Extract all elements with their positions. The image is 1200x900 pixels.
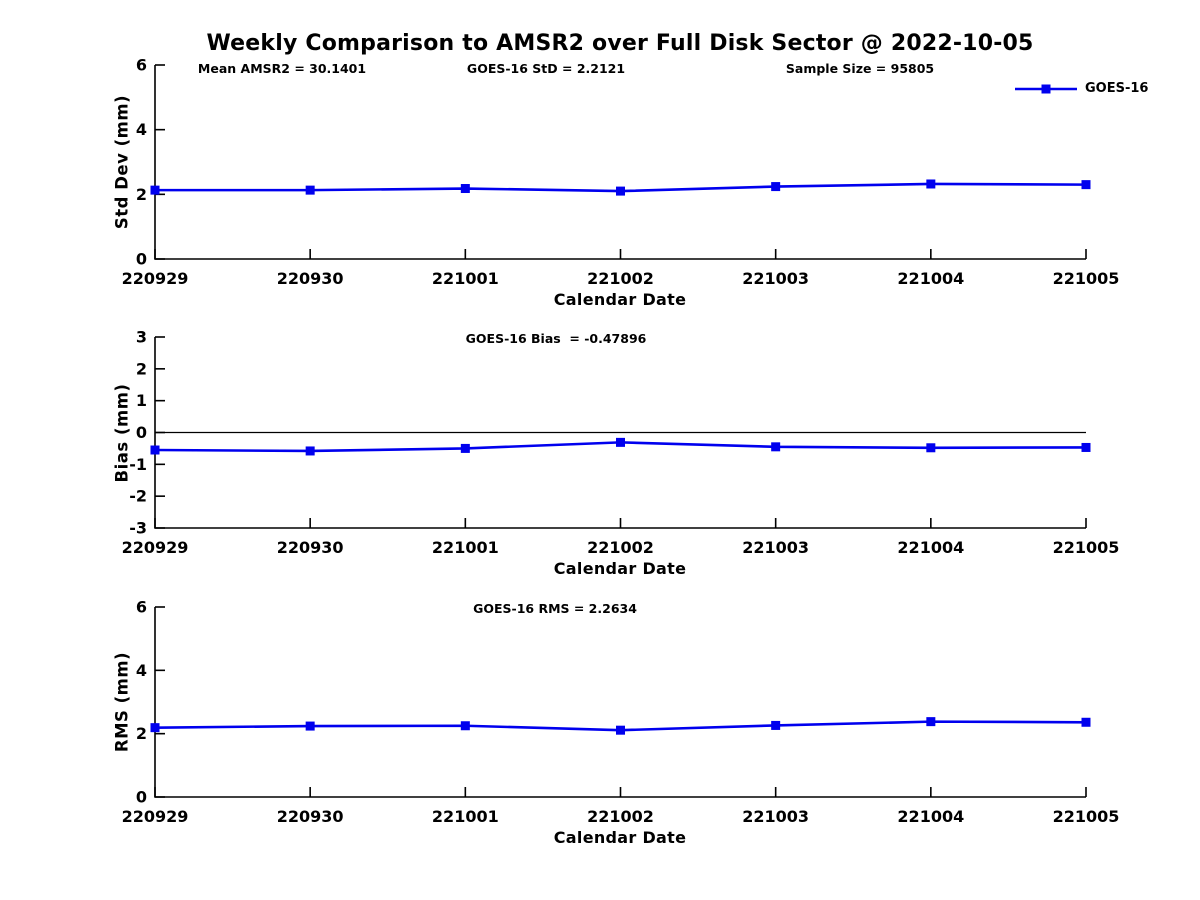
annotation-goes16-bias: GOES-16 Bias = -0.47896 [465,331,647,346]
data-point-marker [1081,717,1091,727]
x-tick-label: 220929 [122,269,189,288]
data-point-marker [926,179,936,189]
x-tick-label: 221001 [432,538,499,557]
data-point-marker [305,721,315,731]
y-tick-label: -1 [129,455,147,474]
y-tick-label: 3 [136,328,147,347]
axis-frame [154,65,1086,260]
data-point-marker [150,723,160,733]
y-tick-label: 6 [136,598,147,617]
y-tick-label: 0 [136,250,147,269]
data-point-marker [150,185,160,195]
data-point-marker [616,437,625,447]
x-tick-label: 221004 [897,538,964,557]
data-point-marker [616,186,625,196]
y-tick-label: 2 [136,359,147,378]
figure-title: Weekly Comparison to AMSR2 over Full Dis… [206,31,1034,56]
y-axis-label-bias: Bias (mm) [112,383,132,483]
data-point-marker [460,721,470,731]
annotation-mean-amsr2: Mean AMSR2 = 30.1401 [197,61,367,76]
x-tick-label: 221004 [897,269,964,288]
data-point-marker [460,443,470,453]
legend-line-marker-icon [1015,84,1077,93]
legend-label: GOES-16 [1085,81,1149,96]
y-axis-label-stddev: Std Dev (mm) [112,94,132,230]
x-tick-label: 221004 [897,807,964,826]
x-tick-label: 221003 [742,807,809,826]
data-point-marker [926,443,936,453]
y-tick-label: 1 [136,391,147,410]
x-axis-label-middle: Calendar Date [553,559,687,578]
x-tick-label: 221002 [587,538,654,557]
x-tick-label: 220930 [277,269,344,288]
legend: GOES-16 [1014,81,1148,96]
data-point-marker [305,185,315,195]
y-tick-label: 2 [136,185,147,204]
data-point-marker [460,184,470,194]
x-tick-label: 221003 [742,538,809,557]
data-point-marker [771,182,781,192]
y-tick-label: 0 [136,423,147,442]
axis-frame [154,607,1086,798]
annotation-sample-size: Sample Size = 95805 [785,61,935,76]
y-tick-label: 2 [136,724,147,743]
data-point-marker [150,445,160,455]
x-tick-label: 221005 [1053,538,1120,557]
x-tick-label: 221003 [742,269,809,288]
y-axis-label-rms: RMS (mm) [112,651,132,753]
x-tick-label: 220929 [122,538,189,557]
data-point-marker [1081,180,1091,190]
annotation-goes16-std: GOES-16 StD = 2.2121 [466,61,626,76]
y-tick-label: 4 [136,661,147,680]
data-point-marker [771,442,781,452]
x-tick-label: 220930 [277,807,344,826]
x-tick-label: 221005 [1053,269,1120,288]
annotation-goes16-rms: GOES-16 RMS = 2.2634 [473,601,637,616]
y-tick-label: 0 [136,788,147,807]
y-tick-label: -3 [129,519,147,538]
x-axis-label-top: Calendar Date [553,290,687,309]
x-tick-label: 221002 [587,269,654,288]
data-point-marker [305,446,315,456]
data-point-marker [771,720,781,730]
x-tick-label: 221005 [1053,807,1120,826]
data-point-marker [1081,442,1091,452]
x-tick-label: 221002 [587,807,654,826]
y-tick-label: -2 [129,487,147,506]
x-tick-label: 221001 [432,269,499,288]
y-tick-label: 6 [136,56,147,75]
data-point-marker [616,725,625,735]
x-tick-label: 220930 [277,538,344,557]
x-axis-label-bottom: Calendar Date [553,828,687,847]
data-point-marker [926,717,936,727]
y-tick-label: 4 [136,120,147,139]
x-tick-label: 221001 [432,807,499,826]
x-tick-label: 220929 [122,807,189,826]
